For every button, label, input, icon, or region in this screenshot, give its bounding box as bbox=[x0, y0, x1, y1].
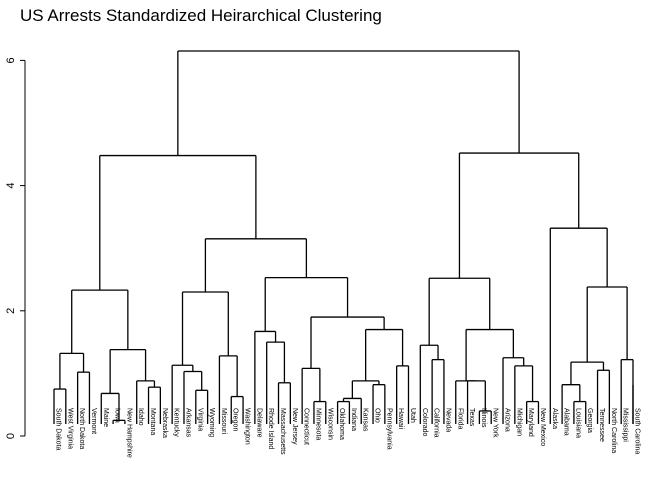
leaf-label-11: Arkansas bbox=[184, 408, 191, 438]
leaf-label-29: Hawaii bbox=[397, 408, 404, 429]
y-tick-label-2: 4 bbox=[5, 183, 17, 189]
leaf-label-39: Michigan bbox=[515, 408, 522, 436]
leaf-label-20: New Jersey bbox=[291, 408, 298, 445]
leaf-label-5: Iowa bbox=[114, 408, 121, 423]
leaf-label-43: Alabama bbox=[563, 408, 570, 436]
leaf-label-24: Oklahoma bbox=[338, 408, 345, 440]
leaf-label-34: Florida bbox=[456, 408, 463, 430]
leaf-label-1: West Virginia bbox=[66, 408, 73, 449]
leaf-label-42: Alaska bbox=[551, 408, 558, 429]
leaf-label-0: South Dakota bbox=[55, 408, 62, 451]
leaf-label-17: Delaware bbox=[255, 408, 262, 438]
leaf-label-30: Utah bbox=[409, 408, 416, 423]
leaf-label-31: Colorado bbox=[421, 408, 428, 437]
leaf-label-8: Montana bbox=[149, 408, 156, 435]
leaf-label-49: South Carolina bbox=[634, 408, 641, 454]
leaf-label-25: Indiana bbox=[350, 408, 357, 431]
leaf-label-38: Arizona bbox=[504, 408, 511, 432]
leaf-label-35: Texas bbox=[468, 408, 475, 427]
leaf-label-32: California bbox=[433, 408, 440, 438]
leaf-label-16: Washington bbox=[244, 408, 251, 445]
leaf-label-37: New York bbox=[492, 408, 499, 438]
leaf-label-44: Louisiana bbox=[574, 408, 581, 438]
chart-title: US Arrests Standardized Heirarchical Clu… bbox=[20, 6, 382, 25]
leaf-label-6: New Hampshire bbox=[125, 408, 132, 458]
leaf-label-27: Ohio bbox=[374, 408, 381, 423]
leaf-label-26: Kansas bbox=[362, 408, 369, 432]
leaf-label-23: Wisconsin bbox=[326, 408, 333, 440]
leaf-label-9: Nebraska bbox=[161, 408, 168, 438]
leaf-label-15: Oregon bbox=[232, 408, 239, 431]
leaf-label-14: Missouri bbox=[220, 408, 227, 435]
leaf-label-18: Rhode Island bbox=[267, 408, 274, 449]
y-tick-label-1: 2 bbox=[5, 308, 17, 314]
leaf-label-3: Vermont bbox=[90, 408, 97, 434]
leaf-label-7: Idaho bbox=[137, 408, 144, 426]
leaf-label-41: New Mexico bbox=[539, 408, 546, 446]
leaf-label-13: Wyoming bbox=[208, 408, 215, 437]
leaf-label-45: Georgia bbox=[586, 408, 593, 433]
y-axis: 0 2 4 6 bbox=[5, 57, 26, 439]
dendrogram-links bbox=[53, 50, 634, 424]
leaf-label-36: Illinois bbox=[480, 408, 487, 428]
leaf-label-12: Virginia bbox=[196, 408, 203, 431]
leaf-label-48: Mississippi bbox=[622, 408, 629, 442]
leaf-label-2: North Dakota bbox=[78, 408, 85, 449]
leaf-label-33: Nevada bbox=[444, 408, 451, 432]
leaf-label-4: Maine bbox=[102, 408, 109, 427]
y-tick-label-3: 6 bbox=[5, 57, 17, 63]
leaf-label-22: Minnesota bbox=[314, 408, 321, 440]
leaf-label-28: Pennsylvania bbox=[385, 408, 392, 450]
leaf-label-10: Kentucky bbox=[173, 408, 180, 437]
leaf-label-47: North Carolina bbox=[610, 408, 617, 453]
y-tick-label-0: 0 bbox=[5, 433, 17, 439]
leaf-label-46: Tennessee bbox=[598, 408, 605, 442]
leaf-label-21: Connecticut bbox=[303, 408, 310, 445]
leaf-label-40: Maryland bbox=[527, 408, 534, 437]
leaf-labels: South Dakota West Virginia North Dakota Ver… bbox=[55, 408, 641, 458]
leaf-label-19: Massachusetts bbox=[279, 408, 286, 455]
